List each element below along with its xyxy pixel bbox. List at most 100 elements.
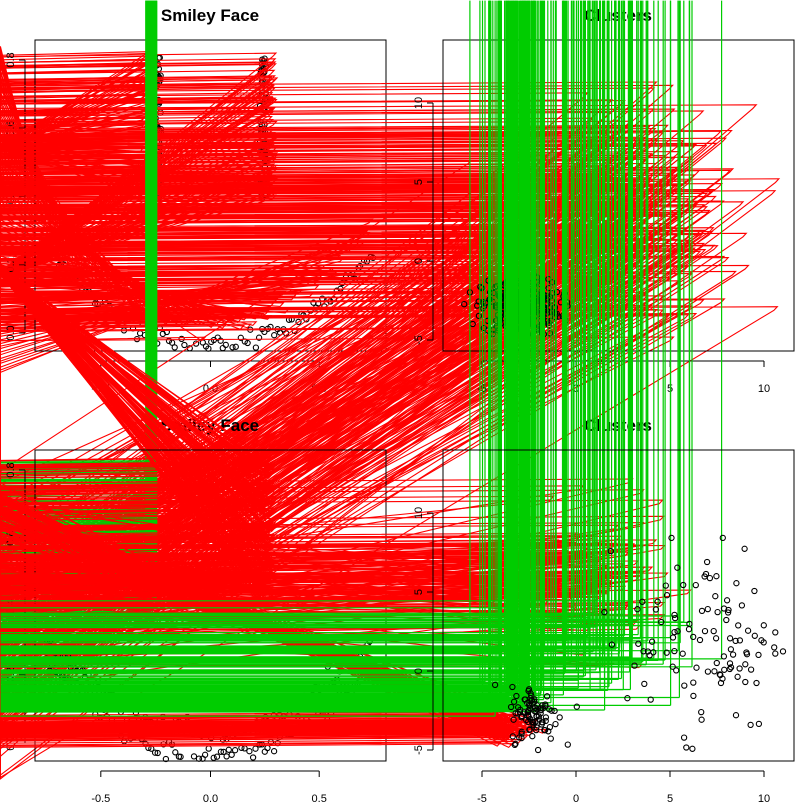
data-point [760,622,767,629]
data-point [0,270,274,479]
data-point [680,581,687,589]
data-point [507,703,515,711]
data-point [0,0,506,692]
data-point [717,679,725,687]
data-point [674,628,681,635]
data-point [755,720,763,728]
data-point [249,754,257,761]
data-point [0,0,632,652]
data-point [0,0,643,664]
data-point [564,741,571,748]
y-tick-label: 0.8 [5,462,17,477]
data-point [513,692,520,700]
data-point [461,301,468,308]
data-point [533,702,541,709]
data-point [658,618,665,626]
x-tick-label: 10 [758,383,770,395]
data-point [192,340,200,347]
data-point [601,609,608,616]
data-point [701,627,709,635]
y-tick-label: -5 [413,335,425,345]
data-point [0,0,655,659]
data-point [533,726,540,734]
data-point [607,547,614,555]
data-point [237,334,244,341]
data-point [747,721,754,729]
data-point [724,609,732,616]
data-point [252,745,259,752]
data-point [0,0,630,602]
data-point [669,634,677,641]
data-point [0,0,620,655]
data-point [529,733,536,740]
data-point [172,749,179,756]
data-point [751,632,758,639]
y-tick-label: 0 [413,668,425,674]
data-point [545,728,552,735]
data-point [624,695,631,702]
data-point [0,0,641,640]
data-point [0,0,638,621]
data-point [547,735,554,742]
data-point [201,751,209,758]
data-point [639,598,646,605]
data-point [512,740,519,747]
y-tick-label: 5 [413,179,425,185]
data-point [727,664,735,671]
data-point [222,341,229,349]
data-point [668,534,675,542]
data-point [674,564,681,571]
data-point [190,753,198,760]
data-point [744,627,752,634]
data-point [771,644,778,651]
data-point [0,0,582,649]
data-point [556,714,563,721]
data-point [0,0,575,617]
data-point [231,747,239,754]
data-point [271,332,278,339]
data-point [220,748,227,756]
data-point [743,649,750,656]
data-point [663,592,671,599]
data-point [758,637,765,644]
data-point [671,647,678,655]
data-point [679,650,686,657]
y-tick-label: 10 [413,97,425,109]
data-point [690,679,697,686]
data-point [521,696,528,703]
data-point [223,753,230,760]
data-point [491,681,499,689]
panel-title: Smiley Face [161,6,259,25]
points [0,0,787,754]
data-point [551,707,558,715]
x-tick-label: 10 [758,793,770,805]
data-point [634,606,641,613]
data-point [0,0,589,638]
data-point [779,648,787,655]
data-point [0,0,510,704]
data-point [154,749,161,757]
y-tick-label: 0 [413,258,425,264]
y-axis: -5 0 5 10 [413,507,434,755]
data-point [0,0,639,636]
x-tick-label: -5 [477,793,487,805]
data-point [0,104,758,758]
data-point [680,734,688,741]
data-point [741,545,748,552]
data-point [162,755,170,763]
data-point [0,0,596,614]
data-point [685,626,693,633]
data-point [631,662,638,669]
data-point [671,614,679,622]
y-tick-label: 5 [413,589,425,595]
data-point [755,651,762,659]
data-point [0,0,545,701]
data-point [690,692,697,700]
data-point [151,749,159,756]
data-point [723,597,731,604]
data-point [735,622,742,629]
data-point [727,646,735,653]
data-point [213,753,221,760]
data-point [0,0,496,717]
